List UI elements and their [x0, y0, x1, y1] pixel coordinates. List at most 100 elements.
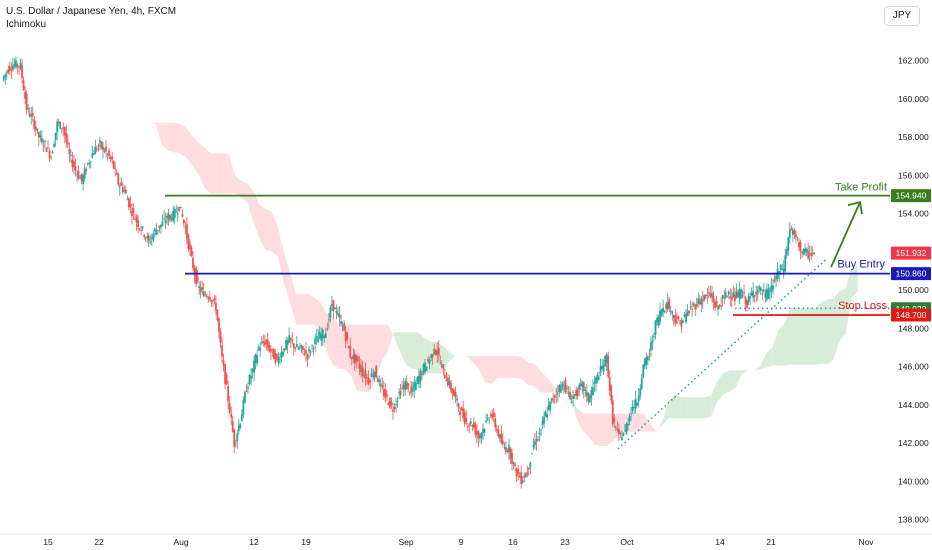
- candle: [115, 169, 118, 176]
- candle: [405, 375, 408, 390]
- candle: [375, 364, 378, 379]
- candle: [24, 85, 27, 105]
- candle: [437, 340, 440, 362]
- candle: [273, 348, 275, 360]
- candle: [373, 370, 376, 382]
- cloud-segment: [778, 323, 785, 366]
- cloud-segment: [247, 183, 254, 222]
- candle: [471, 424, 474, 432]
- candle: [813, 252, 816, 255]
- candle: [617, 423, 620, 442]
- cloud-segment: [576, 408, 583, 431]
- currency-button[interactable]: JPY: [884, 6, 920, 26]
- candle: [305, 341, 307, 362]
- candle: [369, 378, 371, 390]
- candle: [605, 352, 608, 372]
- candle: [547, 398, 550, 411]
- candle: [253, 355, 255, 381]
- candle: [453, 387, 455, 397]
- candle: [186, 217, 188, 245]
- x-tick-label: 19: [301, 537, 311, 547]
- candle: [337, 306, 339, 318]
- candle: [553, 394, 556, 405]
- candle: [628, 413, 631, 425]
- candle: [7, 65, 10, 75]
- cloud-segment: [796, 308, 803, 365]
- svg-text:148.700: 148.700: [896, 310, 927, 320]
- candle: [666, 293, 669, 312]
- candle: [355, 354, 358, 369]
- candle: [761, 288, 764, 301]
- cloud-segment: [491, 356, 498, 384]
- cloud-segment: [546, 377, 553, 393]
- y-tick-label: 142.000: [898, 438, 929, 448]
- cloud-segment: [228, 154, 235, 194]
- candle: [729, 288, 732, 307]
- indicator-label[interactable]: Ichimoku: [6, 19, 47, 30]
- candle: [181, 209, 184, 218]
- trendline[interactable]: [617, 258, 827, 450]
- candle: [648, 348, 651, 361]
- candle: [86, 162, 89, 166]
- candle: [331, 295, 333, 311]
- candle: [607, 351, 610, 379]
- candle: [341, 321, 344, 332]
- candle: [33, 116, 36, 132]
- cloud-segment: [534, 363, 541, 393]
- stop-loss-price-tag: 148.700: [891, 308, 931, 322]
- candle: [129, 195, 132, 214]
- candle: [555, 387, 558, 404]
- candle: [218, 317, 220, 339]
- candle: [718, 303, 721, 309]
- candle: [701, 291, 704, 309]
- candle: [566, 384, 568, 394]
- candle: [222, 353, 225, 372]
- cloud-segment: [845, 269, 852, 335]
- cloud-segment: [631, 413, 638, 432]
- candle: [41, 130, 43, 145]
- candle: [48, 148, 51, 162]
- target-arrow[interactable]: [830, 201, 861, 268]
- candle: [633, 399, 636, 414]
- candle: [393, 402, 396, 413]
- candle: [39, 130, 42, 142]
- candle: [735, 283, 738, 299]
- candle: [349, 337, 352, 359]
- candle: [715, 295, 718, 308]
- cloud-segment: [289, 271, 297, 325]
- candle: [482, 423, 484, 440]
- candle: [276, 353, 278, 362]
- candle: [671, 310, 674, 322]
- candle: [430, 353, 433, 361]
- cloud-segment: [155, 122, 162, 145]
- candle: [711, 286, 713, 302]
- candle: [477, 429, 480, 448]
- cloud-segment: [393, 332, 400, 352]
- candle: [450, 380, 452, 394]
- candle: [584, 386, 587, 398]
- cloud-segment: [851, 266, 858, 298]
- candle: [395, 397, 397, 413]
- candle: [643, 357, 646, 370]
- cloud-segment: [741, 370, 748, 375]
- candle: [387, 401, 390, 406]
- candle: [22, 76, 25, 91]
- x-tick-label: 14: [715, 537, 725, 547]
- candle: [750, 287, 753, 296]
- candle: [602, 359, 605, 376]
- candle: [692, 301, 695, 307]
- candle: [353, 349, 356, 371]
- cloud-segment: [589, 413, 596, 446]
- buy-entry-label: Buy Entry: [837, 259, 885, 271]
- candle: [170, 213, 173, 222]
- candle: [770, 278, 773, 298]
- candle: [294, 346, 297, 352]
- candle: [511, 448, 513, 471]
- x-tick-label: Aug: [173, 537, 188, 547]
- candle: [479, 432, 481, 443]
- x-tick-label: 12: [249, 537, 259, 547]
- candle: [682, 319, 684, 324]
- cloud-segment: [198, 142, 205, 188]
- candle: [376, 375, 379, 383]
